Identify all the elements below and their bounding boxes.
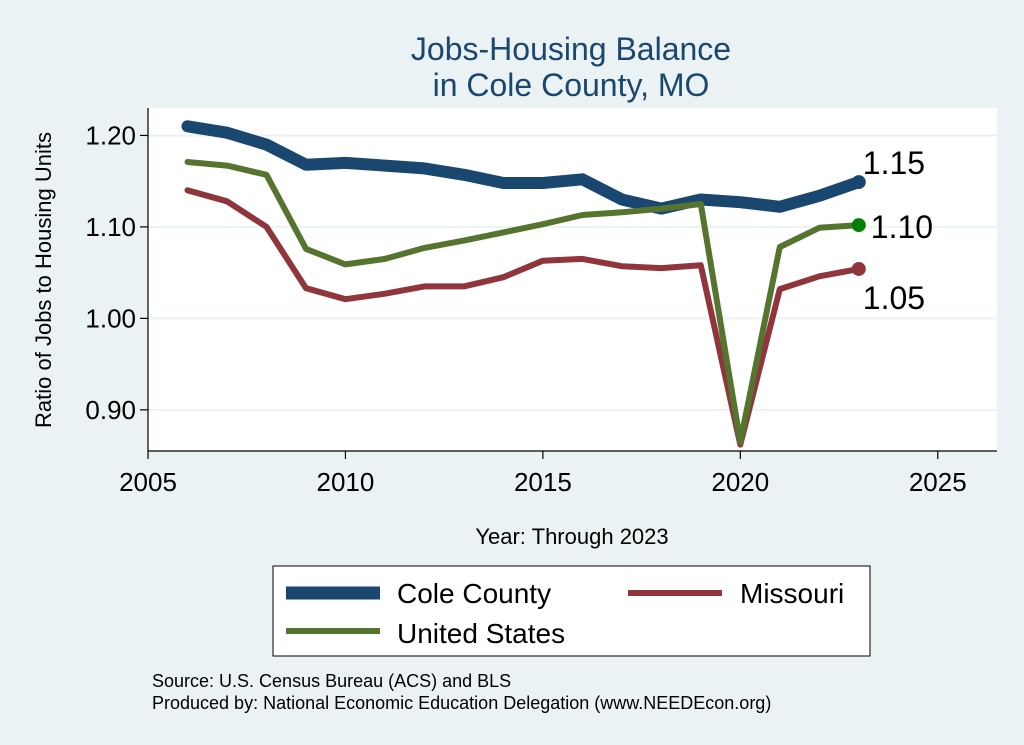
x-tick-label: 2020 (711, 467, 769, 497)
legend-item-cole-county: Cole County (286, 578, 551, 609)
legend-item-united-states: United States (286, 618, 565, 649)
end-marker-cole-county (851, 175, 866, 190)
source-line-2: Produced by: National Economic Education… (152, 693, 771, 713)
end-labels: 1.15 1.05 1.10 (851, 145, 933, 316)
end-label-missouri: 1.05 (863, 280, 925, 316)
legend-box (272, 565, 871, 657)
chart-title-line-1: Jobs-Housing Balance (411, 31, 731, 67)
end-label-cole-county: 1.15 (863, 145, 925, 181)
plot-area (148, 108, 997, 451)
chart-title-line-2: in Cole County, MO (433, 67, 710, 103)
end-marker-missouri (851, 261, 866, 276)
legend-label-cole-county: Cole County (397, 578, 551, 609)
x-tick-label: 2005 (119, 467, 177, 497)
legend-label-united-states: United States (397, 618, 565, 649)
x-tick-label: 2015 (514, 467, 572, 497)
series-line-cole-county (181, 120, 865, 215)
legend-item-missouri: Missouri (628, 578, 844, 609)
y-axis-label: Ratio of Jobs to Housing Units (31, 132, 56, 428)
series-lines (181, 120, 865, 448)
end-marker-united-states (851, 218, 866, 233)
source-line-1: Source: U.S. Census Bureau (ACS) and BLS (152, 671, 511, 691)
y-tick-label: 1.10 (85, 212, 136, 242)
y-tick-label: 1.20 (85, 120, 136, 150)
x-tick-label: 2025 (909, 467, 967, 497)
y-tick-label: 1.00 (85, 303, 136, 333)
end-label-united-states: 1.10 (871, 209, 933, 245)
x-tick-label: 2010 (317, 467, 375, 497)
x-axis-label: Year: Through 2023 (475, 524, 668, 549)
y-tick-label: 0.90 (85, 395, 136, 425)
legend-label-missouri: Missouri (740, 578, 844, 609)
axes: 0.90 1.00 1.10 1.20 2005 2010 2015 2020 2025 (85, 108, 997, 497)
series-line-united-states (184, 159, 862, 445)
